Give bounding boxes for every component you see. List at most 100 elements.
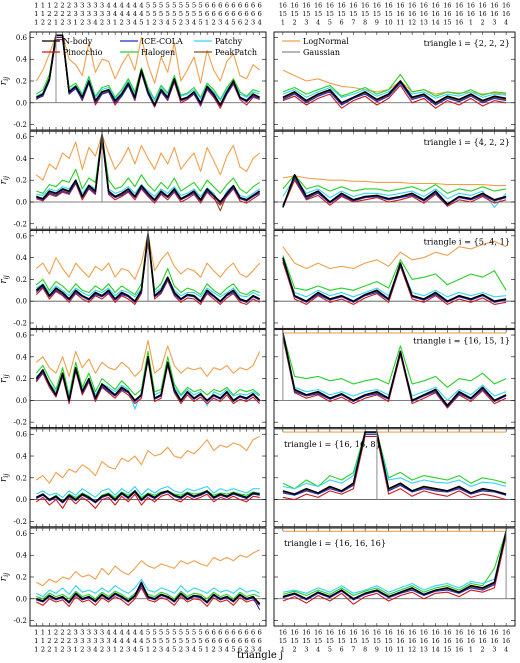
triangle-tick-label: 4 [113, 2, 117, 10]
triangle-tick-label: 4 [139, 637, 143, 645]
triangle-tick-label: 5 [146, 637, 150, 645]
triangle-tick-label: 5 [172, 19, 176, 27]
triangle-tick-label: 16 [432, 11, 440, 18]
triangle-tick-label: 2 [54, 637, 58, 645]
triangle-tick-label: 5 [198, 2, 202, 10]
triangle-tick-label: 16 [443, 630, 451, 637]
panel-label: triangle i = {16, 15, 1} [413, 336, 510, 346]
triangle-tick-label: 1 [54, 646, 58, 654]
y-tick-label: 0.6 [16, 431, 28, 439]
triangle-tick-label: 5 [179, 629, 183, 637]
triangle-tick-label: 15 [349, 638, 357, 645]
triangle-tick-label: 5 [192, 10, 196, 18]
y-tick-label: 0.4 [16, 254, 28, 262]
series-halogen [282, 255, 507, 291]
triangle-tick-label: 15 [373, 638, 381, 645]
triangle-tick-label: 4 [120, 629, 124, 637]
triangle-tick-label: 4 [133, 646, 137, 654]
triangle-tick-label: 3 [159, 646, 163, 654]
triangle-tick-label: 16 [420, 3, 428, 10]
triangle-tick-label: 16 [314, 630, 322, 637]
legend-label: Pinocchio [63, 48, 103, 57]
triangle-tick-label: 6 [225, 10, 229, 18]
triangle-tick-label: 16 [502, 3, 510, 10]
triangle-tick-label: 10 [385, 20, 393, 27]
triangle-tick-label: 6 [258, 2, 262, 10]
y-tick-label: -0.2 [14, 419, 28, 427]
series-lognormal [282, 240, 507, 270]
triangle-tick-label: 5 [198, 19, 202, 27]
triangle-tick-label: 6 [212, 637, 216, 645]
triangle-tick-label: 16 [385, 630, 393, 637]
triangle-tick-label: 1 [41, 10, 45, 18]
triangle-tick-label: 5 [328, 647, 332, 654]
triangle-tick-label: 1 [205, 646, 209, 654]
y-tick-label: -0.2 [14, 617, 28, 625]
triangle-tick-label: 1 [34, 19, 38, 27]
triangle-tick-label: 3 [218, 19, 222, 27]
triangle-tick-label: 5 [139, 19, 143, 27]
triangle-tick-label: 3 [87, 646, 91, 654]
triangle-tick-label: 6 [238, 19, 242, 27]
triangle-tick-label: 4 [126, 2, 130, 10]
y-tick-label: 0.0 [16, 595, 27, 603]
y-tick-label: 0.0 [16, 198, 27, 206]
triangle-tick-label: 16 [490, 3, 498, 10]
panel-row1-right: triangle i = {2, 2, 2} [273, 31, 516, 131]
triangle-tick-label: 5 [159, 2, 163, 10]
triangle-tick-label: 2 [152, 646, 156, 654]
triangle-tick-label: 16 [443, 638, 451, 645]
triangle-tick-label: 4 [133, 637, 137, 645]
triangle-tick-label: 15 [338, 638, 346, 645]
triangle-tick-label: 1 [34, 646, 38, 654]
series-n-body [282, 174, 507, 208]
triangle-tick-label: 15 [279, 11, 287, 18]
y-tick-label: 0.0 [16, 496, 27, 504]
triangle-tick-label: 15 [291, 11, 299, 18]
triangle-tick-label: 16 [291, 630, 299, 637]
panel-row1-left: -0.2 0.0 0.2 0.4 0.6 rij [0, 31, 267, 131]
triangle-tick-label: 6 [205, 10, 209, 18]
triangle-tick-label: 16 [420, 630, 428, 637]
triangle-tick-label: 3 [126, 646, 130, 654]
triangle-tick-label: 16 [502, 630, 510, 637]
triangle-tick-label: 2 [60, 2, 64, 10]
triangle-tick-label: 15 [361, 11, 369, 18]
panel-label: triangle i = {5, 4, 1} [424, 236, 510, 246]
y-tick-label: -0.2 [14, 518, 28, 526]
triangle-tick-label: 1 [113, 646, 117, 654]
triangle-tick-label: 4 [106, 2, 110, 10]
triangle-tick-label: 3 [106, 646, 110, 654]
triangle-tick-label: 6 [205, 629, 209, 637]
triangle-tick-label: 16 [432, 630, 440, 637]
triangle-tick-label: 6 [258, 629, 262, 637]
triangle-tick-label: 10 [385, 647, 393, 654]
triangle-tick-label: 2 [120, 19, 124, 27]
triangle-tick-label: 3 [304, 647, 308, 654]
triangle-tick-label: 3 [87, 629, 91, 637]
series-ice-cola [282, 82, 507, 106]
series-pinocchio [282, 84, 507, 109]
panel-row5-right: triangle i = {16, 16, 8} [273, 428, 516, 528]
y-tick-label: 0.2 [16, 574, 27, 582]
triangle-tick-label: 6 [258, 10, 262, 18]
series-lognormal [36, 549, 260, 587]
triangle-tick-label: 16 [455, 20, 463, 27]
triangle-tick-label: 5 [198, 629, 202, 637]
triangle-tick-label: 4 [166, 19, 170, 27]
y-axis-label: rij [0, 374, 10, 382]
triangle-tick-label: 5 [152, 2, 156, 10]
series-n-body [35, 34, 261, 106]
triangle-tick-label: 3 [100, 629, 104, 637]
y-axis-label: rij [0, 474, 10, 482]
series-peakpatch [36, 136, 261, 212]
triangle-tick-label: 16 [373, 3, 381, 10]
triangle-tick-label: 1 [47, 629, 51, 637]
triangle-tick-label: 3 [251, 19, 255, 27]
triangle-tick-label: 2 [41, 19, 45, 27]
triangle-tick-label: 16 [326, 3, 334, 10]
triangle-tick-label: 4 [120, 10, 124, 18]
triangle-tick-label: 16 [408, 3, 416, 10]
triangle-tick-label: 16 [490, 11, 498, 18]
triangle-tick-label: 6 [231, 637, 235, 645]
